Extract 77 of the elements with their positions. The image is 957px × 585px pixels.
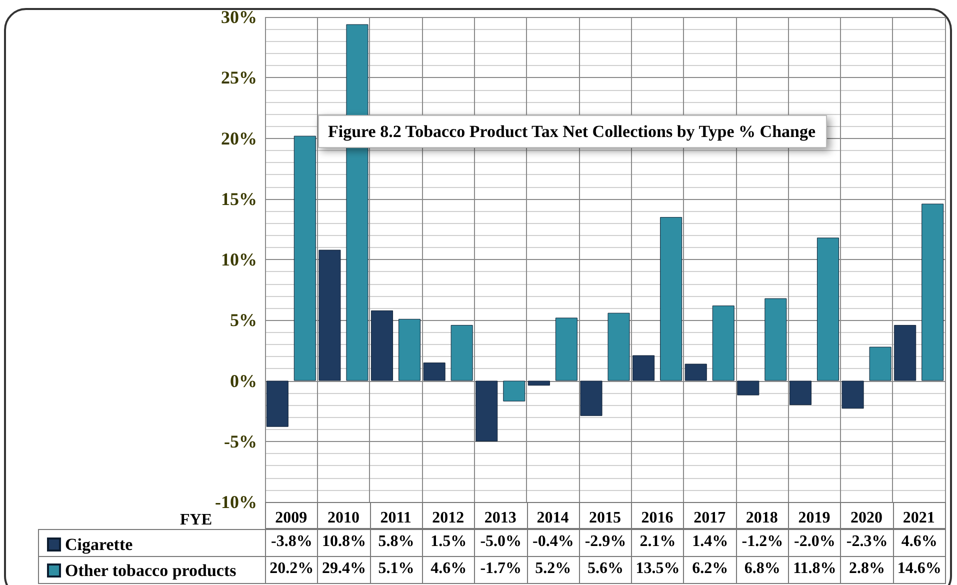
y-tick-label: 0% <box>230 370 257 391</box>
legend-label: Cigarette <box>65 535 134 554</box>
data-label: -2.9% <box>578 529 632 557</box>
data-label: 29.4% <box>317 556 371 584</box>
data-label: -2.3% <box>840 529 894 557</box>
bar <box>580 380 602 416</box>
x-tick-label: 2012 <box>432 510 464 526</box>
bar <box>555 318 578 381</box>
text: Figure 8.2 Tobacco Product Tax Net Collections by Type % Change <box>328 122 816 141</box>
data-label: 1.4% <box>683 529 737 557</box>
data-label: 14.6% <box>892 556 946 584</box>
bar <box>371 310 394 381</box>
data-label: 5.2% <box>526 556 580 584</box>
bar <box>528 380 550 386</box>
bar <box>660 217 682 381</box>
data-label: -2.0% <box>788 529 842 557</box>
bar <box>476 380 498 442</box>
bar <box>789 380 812 405</box>
y-tick-label: 30% <box>221 7 257 27</box>
data-label: 10.8% <box>317 529 371 557</box>
x-tick-label: 2014 <box>536 510 569 526</box>
data-label: -0.4% <box>526 529 580 557</box>
data-label: -3.8% <box>265 529 318 557</box>
data-label: 11.8% <box>788 556 842 584</box>
y-tick-label: 10% <box>221 250 257 270</box>
bar <box>294 136 316 381</box>
x-tick-label: 2009 <box>275 510 308 526</box>
x-tick-label: 2020 <box>850 510 883 526</box>
bar <box>842 380 864 409</box>
x-tick-label: 2010 <box>327 510 360 526</box>
y-tick-label: 25% <box>221 68 257 88</box>
data-label: 5.6% <box>578 556 632 584</box>
bar <box>423 362 446 381</box>
data-label: 2.1% <box>631 529 684 557</box>
bar <box>869 346 892 381</box>
bar <box>450 324 473 381</box>
x-axis-title: FYE <box>180 512 212 528</box>
y-tick-label: 20% <box>221 128 257 148</box>
data-label: 6.2% <box>683 556 737 584</box>
bar <box>712 306 734 381</box>
bar <box>894 324 916 381</box>
y-tick-label: -10% <box>215 492 257 512</box>
legend-label: Other tobacco products <box>65 561 237 580</box>
data-label: 5.8% <box>370 529 423 557</box>
x-tick-label: 2015 <box>589 510 621 526</box>
x-tick-label: 2021 <box>902 510 935 526</box>
bar <box>318 250 341 381</box>
x-tick-label: 2018 <box>746 510 778 526</box>
data-label: -5.0% <box>474 529 528 557</box>
data-label: 5.1% <box>370 556 423 584</box>
y-tick-label: 15% <box>221 188 257 209</box>
x-tick-label: 2011 <box>380 510 412 526</box>
bar <box>816 238 839 381</box>
bar <box>764 298 787 381</box>
data-label: 4.6% <box>892 529 946 557</box>
x-tick-label: 2013 <box>484 510 516 526</box>
bar <box>398 318 421 381</box>
y-tick-label: 5% <box>230 310 257 330</box>
data-label: 6.8% <box>736 556 790 584</box>
y-tick-label: -5% <box>224 431 257 452</box>
bar <box>684 364 707 381</box>
bar <box>922 204 944 381</box>
bar <box>632 355 655 381</box>
data-label: 4.6% <box>422 556 476 584</box>
data-label: -1.2% <box>736 529 790 557</box>
bar <box>737 380 760 396</box>
bar <box>503 380 526 402</box>
bar <box>266 380 288 427</box>
data-label: 2.8% <box>840 556 894 584</box>
bar <box>608 312 630 381</box>
x-tick-label: 2017 <box>694 510 726 526</box>
data-label: 1.5% <box>422 529 476 557</box>
x-tick-label: 2019 <box>798 510 830 526</box>
data-label: -1.7% <box>474 556 528 584</box>
data-label: 13.5% <box>631 556 684 584</box>
data-label: 20.2% <box>265 556 318 584</box>
x-tick-label: 2016 <box>641 510 674 526</box>
